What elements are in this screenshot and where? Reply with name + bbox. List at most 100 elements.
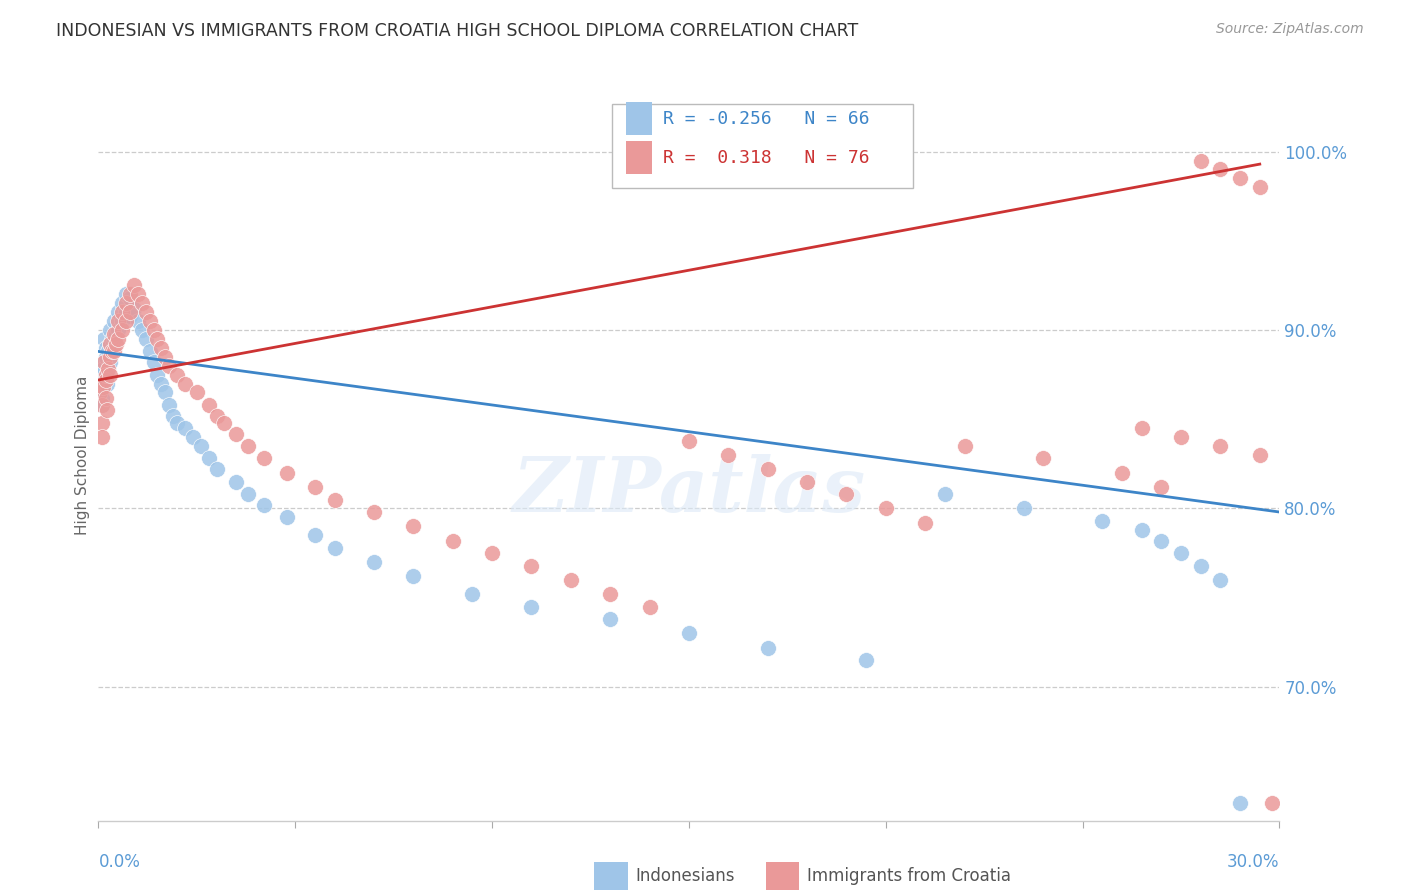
Point bbox=[155, 385, 177, 400]
Point bbox=[89, 359, 111, 373]
Point bbox=[127, 287, 149, 301]
Point bbox=[105, 337, 128, 351]
Point bbox=[93, 355, 115, 369]
Point bbox=[304, 480, 326, 494]
Point bbox=[678, 434, 700, 448]
Point bbox=[131, 323, 153, 337]
Point bbox=[97, 344, 120, 359]
Point bbox=[91, 398, 114, 412]
Point bbox=[97, 362, 120, 376]
Point bbox=[1150, 480, 1173, 494]
Point bbox=[150, 376, 173, 391]
Point bbox=[276, 466, 298, 480]
Point bbox=[96, 376, 118, 391]
Point bbox=[90, 398, 112, 412]
Point bbox=[1209, 573, 1232, 587]
Point bbox=[1130, 523, 1153, 537]
Point bbox=[107, 314, 129, 328]
Point bbox=[190, 439, 212, 453]
Point bbox=[1249, 180, 1271, 194]
Text: Source: ZipAtlas.com: Source: ZipAtlas.com bbox=[1216, 22, 1364, 37]
Point bbox=[96, 368, 118, 382]
Point bbox=[91, 416, 114, 430]
Text: R = -0.256   N = 66: R = -0.256 N = 66 bbox=[664, 110, 869, 128]
Point bbox=[107, 305, 129, 319]
Point bbox=[875, 501, 897, 516]
Text: ZIPatlas: ZIPatlas bbox=[512, 455, 866, 528]
Point bbox=[253, 451, 276, 466]
Point bbox=[101, 344, 124, 359]
Point bbox=[91, 380, 114, 394]
Point bbox=[107, 332, 129, 346]
Point bbox=[205, 462, 228, 476]
Point bbox=[98, 368, 121, 382]
Point bbox=[166, 416, 188, 430]
Point bbox=[155, 350, 177, 364]
Point bbox=[135, 305, 157, 319]
Point bbox=[131, 296, 153, 310]
Point bbox=[214, 416, 236, 430]
Point bbox=[236, 487, 259, 501]
Point bbox=[1189, 153, 1212, 168]
Point bbox=[481, 546, 503, 560]
Point bbox=[118, 309, 141, 323]
Point bbox=[1249, 448, 1271, 462]
FancyBboxPatch shape bbox=[595, 863, 627, 890]
Point bbox=[96, 403, 118, 417]
Point bbox=[105, 326, 128, 341]
Text: Immigrants from Croatia: Immigrants from Croatia bbox=[807, 867, 1011, 885]
Point bbox=[323, 541, 346, 555]
Point bbox=[253, 498, 276, 512]
Text: Indonesians: Indonesians bbox=[636, 867, 735, 885]
Point bbox=[363, 555, 385, 569]
Point bbox=[225, 426, 247, 441]
Point bbox=[1209, 162, 1232, 177]
Point bbox=[115, 287, 138, 301]
Point bbox=[91, 362, 114, 376]
Point bbox=[1150, 533, 1173, 548]
Text: R =  0.318   N = 76: R = 0.318 N = 76 bbox=[664, 149, 869, 167]
Text: INDONESIAN VS IMMIGRANTS FROM CROATIA HIGH SCHOOL DIPLOMA CORRELATION CHART: INDONESIAN VS IMMIGRANTS FROM CROATIA HI… bbox=[56, 22, 859, 40]
Point bbox=[953, 439, 976, 453]
Point bbox=[111, 305, 134, 319]
Point bbox=[599, 612, 621, 626]
Point bbox=[1032, 451, 1054, 466]
Point bbox=[162, 409, 184, 423]
Point bbox=[96, 373, 118, 387]
Point bbox=[402, 569, 425, 583]
Point bbox=[181, 430, 204, 444]
Point bbox=[914, 516, 936, 530]
FancyBboxPatch shape bbox=[766, 863, 799, 890]
Text: 0.0%: 0.0% bbox=[98, 853, 141, 871]
Point bbox=[599, 587, 621, 601]
Point bbox=[205, 409, 228, 423]
Point bbox=[89, 385, 111, 400]
Point bbox=[146, 368, 169, 382]
Point bbox=[678, 626, 700, 640]
Point bbox=[835, 487, 858, 501]
Point bbox=[127, 314, 149, 328]
Point bbox=[115, 296, 138, 310]
Point bbox=[166, 368, 188, 382]
Point bbox=[103, 314, 125, 328]
Point bbox=[118, 291, 141, 305]
Point bbox=[186, 385, 208, 400]
Point bbox=[1170, 430, 1192, 444]
Point bbox=[146, 332, 169, 346]
Point bbox=[197, 451, 219, 466]
Point bbox=[111, 296, 134, 310]
Point bbox=[138, 314, 160, 328]
Point bbox=[122, 301, 145, 316]
Point bbox=[520, 599, 543, 614]
Point bbox=[197, 398, 219, 412]
Point bbox=[756, 462, 779, 476]
Point bbox=[157, 398, 180, 412]
Point bbox=[98, 350, 121, 364]
Point bbox=[118, 287, 141, 301]
Point bbox=[363, 505, 385, 519]
Point bbox=[1091, 514, 1114, 528]
Y-axis label: High School Diploma: High School Diploma bbox=[75, 376, 90, 534]
FancyBboxPatch shape bbox=[626, 141, 652, 174]
Point bbox=[91, 430, 114, 444]
Point bbox=[276, 510, 298, 524]
